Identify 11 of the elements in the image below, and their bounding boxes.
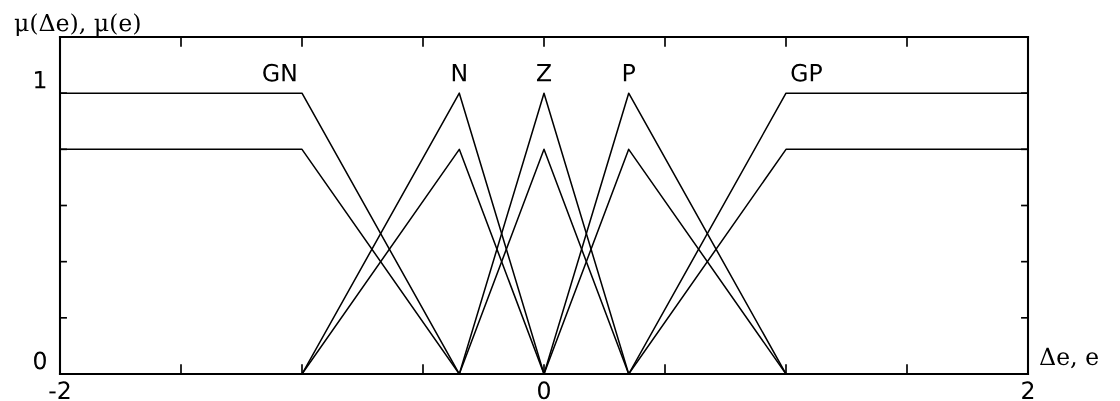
x-tick-label: 2 — [1022, 381, 1034, 399]
annotation: N — [452, 64, 466, 82]
annotation: GP — [791, 63, 822, 82]
y-axis-title: μ(Δe), μ(e) — [14, 13, 140, 36]
x-tick-label: 0 — [538, 381, 550, 400]
annotation: GN — [263, 63, 296, 82]
y-tick-label: 1 — [35, 71, 46, 89]
x-axis-title: Δe, e — [1040, 347, 1098, 369]
annotation: Z — [536, 64, 552, 82]
x-tick-label: -2 — [49, 381, 70, 399]
annotation: P — [623, 64, 636, 82]
